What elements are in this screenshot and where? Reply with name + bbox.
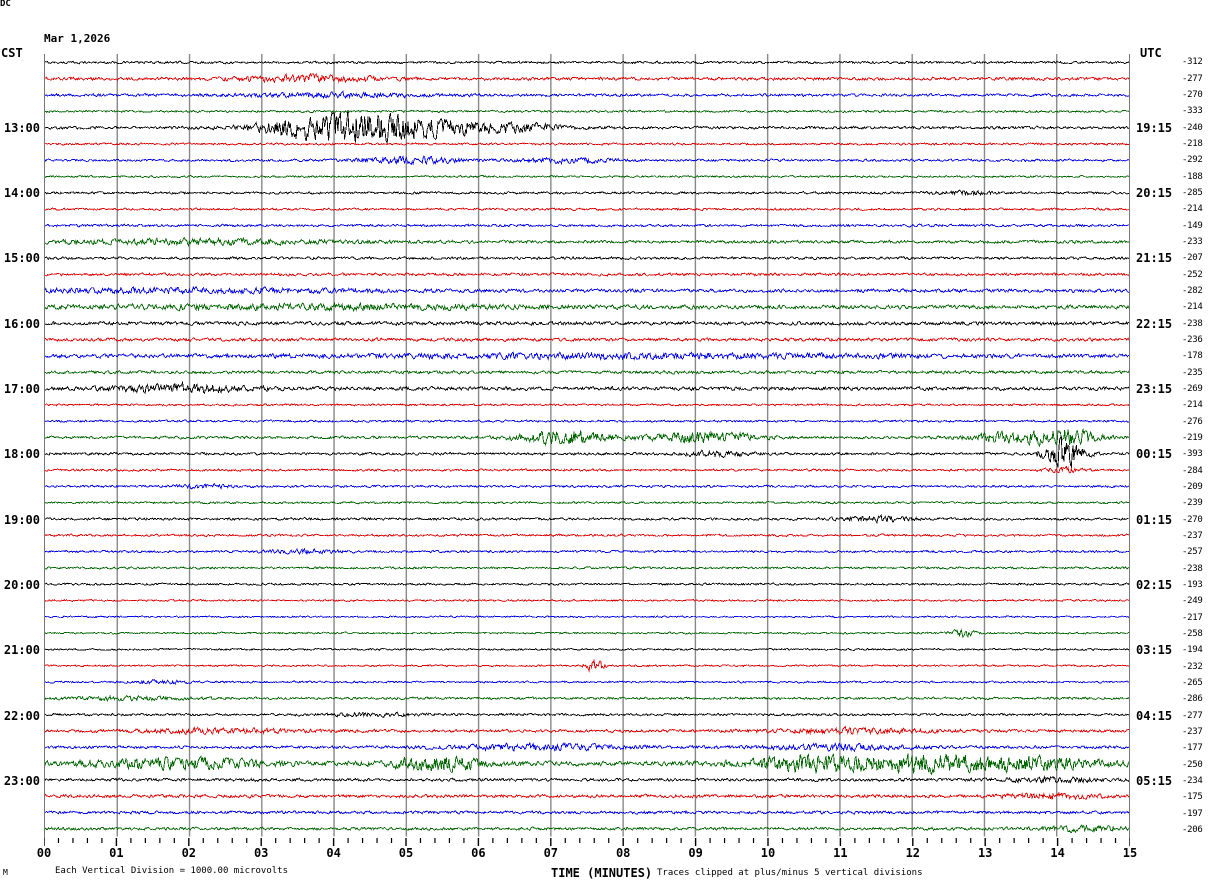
dc-value: -333: [1182, 106, 1203, 117]
dc-value: -282: [1182, 286, 1203, 297]
dc-value: -237: [1182, 531, 1203, 542]
x-tick-label: 03: [253, 846, 269, 860]
scale-note: Each Vertical Division = 1000.00 microvo…: [55, 866, 288, 876]
left-time-label: 17:00: [3, 382, 40, 397]
x-tick-label: 06: [471, 846, 486, 860]
left-axis-label: CST: [1, 46, 23, 60]
dc-value: -209: [1182, 482, 1203, 493]
right-axis-label: UTC: [1140, 46, 1162, 60]
left-time-label: 15:00: [3, 251, 40, 266]
left-time-label: 13:00: [3, 120, 40, 135]
dc-value: -149: [1182, 220, 1203, 231]
dc-value: -214: [1182, 204, 1203, 215]
dc-value: -193: [1182, 580, 1203, 591]
x-tick-label: 08: [615, 846, 631, 860]
x-axis-title: TIME (MINUTES): [551, 866, 653, 880]
dc-value: -292: [1182, 155, 1203, 166]
dc-value: -257: [1182, 547, 1203, 558]
x-tick-label: 01: [109, 846, 124, 860]
dc-value: -258: [1182, 629, 1203, 640]
dc-value: -233: [1182, 237, 1203, 248]
dc-value: -312: [1182, 57, 1203, 68]
dc-value: -188: [1182, 171, 1203, 182]
header-date: Mar 1,2026: [44, 32, 111, 45]
x-tick-label: 02: [181, 846, 197, 860]
left-time-label: 23:00: [3, 774, 40, 789]
dc-value: -214: [1182, 400, 1203, 411]
corner-mark: M: [3, 868, 8, 877]
left-time-label: 22:00: [3, 708, 40, 723]
left-time-label: 14:00: [3, 186, 40, 201]
right-time-label: 01:15: [1136, 512, 1173, 527]
x-tick-label: 12: [905, 846, 921, 860]
dc-value: -240: [1182, 122, 1203, 133]
dc-value: -249: [1182, 596, 1203, 607]
dc-value: -250: [1182, 759, 1203, 770]
x-tick-label: 09: [688, 846, 703, 860]
dc-value: -239: [1182, 498, 1203, 509]
x-tick-label: 15: [1122, 846, 1138, 860]
dc-value: -276: [1182, 416, 1203, 427]
x-tick-label: 04: [326, 846, 341, 860]
dc-value: -194: [1182, 645, 1203, 656]
dc-value: -284: [1182, 465, 1203, 476]
dc-value: -177: [1182, 743, 1203, 754]
dc-value: -238: [1182, 563, 1203, 574]
x-tick-label: 00: [36, 846, 52, 860]
x-tick-label: 13: [977, 846, 993, 860]
dc-value: -232: [1182, 661, 1203, 672]
dc-value: -234: [1182, 776, 1203, 787]
right-time-label: 03:15: [1136, 643, 1173, 658]
right-time-label: 19:15: [1136, 120, 1173, 135]
dc-value: -214: [1182, 302, 1203, 313]
right-time-label: 23:15: [1136, 382, 1173, 397]
dc-value: -237: [1182, 727, 1203, 738]
seismic-traces: [45, 60, 1129, 834]
dc-value: -175: [1182, 792, 1203, 803]
right-time-label: 22:15: [1136, 316, 1173, 331]
dc-value: -277: [1182, 710, 1203, 721]
dc-value: -217: [1182, 612, 1203, 623]
clip-note: Traces clipped at plus/minus 5 vertical …: [657, 868, 923, 878]
dc-value: -235: [1182, 367, 1203, 378]
right-time-label: 00:15: [1136, 447, 1173, 462]
x-tick-label: 07: [543, 846, 559, 860]
helicorder-plot[interactable]: [44, 54, 1130, 838]
dc-value: -207: [1182, 253, 1203, 264]
dc-value: -218: [1182, 139, 1203, 150]
dc-value: -252: [1182, 269, 1203, 280]
dc-axis-label: DC: [0, 0, 11, 9]
right-time-label: 05:15: [1136, 774, 1173, 789]
dc-value: -178: [1182, 351, 1203, 362]
dc-value: -269: [1182, 384, 1203, 395]
dc-value: -236: [1182, 335, 1203, 346]
left-time-label: 20:00: [3, 578, 40, 593]
x-tick-label: 05: [398, 846, 414, 860]
x-tick-label: 14: [1050, 846, 1065, 860]
left-time-label: 21:00: [3, 643, 40, 658]
dc-value: -206: [1182, 825, 1203, 836]
dc-value: -393: [1182, 449, 1203, 460]
right-time-label: 04:15: [1136, 708, 1173, 723]
x-axis-ticks: [44, 838, 1130, 846]
right-time-label: 20:15: [1136, 186, 1173, 201]
left-time-label: 18:00: [3, 447, 40, 462]
dc-value: -238: [1182, 318, 1203, 329]
dc-value: -270: [1182, 90, 1203, 101]
dc-value: -265: [1182, 678, 1203, 689]
dc-value: -197: [1182, 808, 1203, 819]
dc-value: -219: [1182, 433, 1203, 444]
right-time-label: 02:15: [1136, 578, 1173, 593]
right-time-label: 21:15: [1136, 251, 1173, 266]
left-time-label: 16:00: [3, 316, 40, 331]
dc-value: -286: [1182, 694, 1203, 705]
x-tick-label: 11: [833, 846, 848, 860]
x-tick-label: 10: [760, 846, 776, 860]
dc-value: -277: [1182, 73, 1203, 84]
dc-value: -285: [1182, 188, 1203, 199]
left-time-label: 19:00: [3, 512, 40, 527]
dc-value: -270: [1182, 514, 1203, 525]
